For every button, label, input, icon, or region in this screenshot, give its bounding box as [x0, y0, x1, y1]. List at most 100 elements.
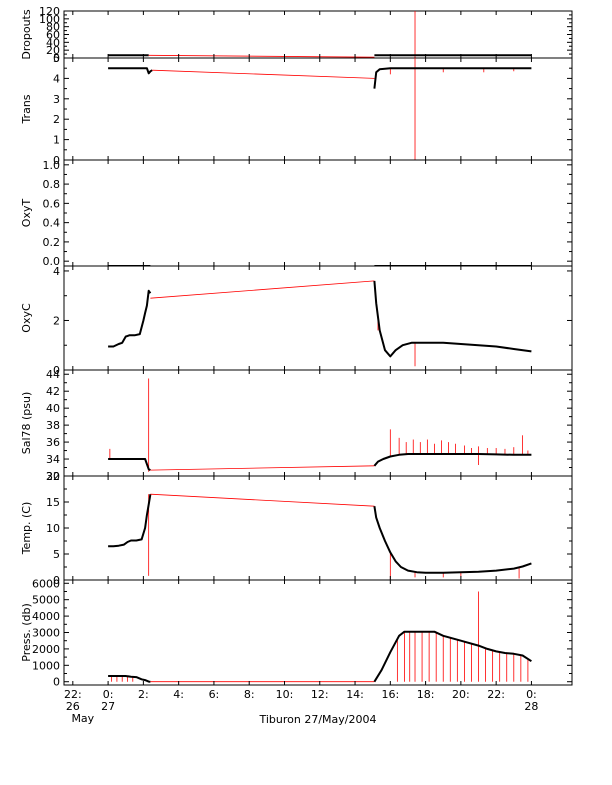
y-tick-label: 4 [53, 265, 60, 278]
y-tick-label: 40 [46, 402, 60, 415]
x-tick-label: 22: [487, 688, 505, 701]
data-series [148, 54, 375, 58]
panel-frame [63, 475, 573, 581]
panel-frame [63, 369, 573, 477]
data-series [150, 280, 375, 299]
y-tick-label: 4000 [32, 610, 60, 623]
data-series [108, 458, 151, 471]
panel-2: 0 1 2 3 4 5 Trans [20, 52, 573, 167]
x-tick-label: 16: [381, 688, 399, 701]
panel-frame [63, 159, 573, 267]
y-axis-label: OxyT [20, 199, 33, 228]
x-tick-label: 0: [526, 688, 537, 701]
y-axis-label: OxyC [20, 303, 33, 333]
y-tick-label: 0 [53, 676, 60, 689]
y-tick-label: 32 [46, 470, 60, 483]
y-tick-label: 0.2 [43, 236, 61, 249]
footer-label: Tiburon 27/May/2004 [258, 713, 376, 726]
x-tick-month: May [71, 712, 94, 725]
y-tick-label: 100 [39, 13, 60, 26]
data-series [373, 630, 532, 683]
panel-7: 0 1000 2000 3000 4000 5000 6000 Press. (db) [20, 577, 573, 689]
y-axis-label: Temp. (C) [20, 502, 33, 556]
data-series [150, 493, 375, 507]
panel-data [108, 280, 532, 367]
x-tick-label: 8: [244, 688, 255, 701]
y-axis-label: Dropouts [20, 9, 33, 59]
y-axis-label: Press. (db) [20, 603, 33, 662]
y-axis-label: Trans [20, 94, 33, 124]
y-tick-label: 44 [46, 368, 60, 381]
data-series [108, 289, 152, 348]
y-tick-label: 3000 [32, 627, 60, 640]
x-tick-label: 6: [209, 688, 220, 701]
y-tick-label: 5 [53, 52, 60, 65]
data-series [152, 69, 375, 79]
y-tick-label: 0.8 [43, 178, 61, 191]
panel-frame [63, 579, 573, 686]
panel-data [108, 11, 532, 58]
y-tick-label: 0.6 [43, 197, 61, 210]
x-tick-sublabel: 27 [101, 700, 115, 713]
x-tick-label: 20: [452, 688, 470, 701]
y-tick-label: 0.4 [43, 217, 61, 230]
x-tick-label: 0: [103, 688, 114, 701]
panel-data [108, 591, 532, 683]
panel-3: 0.0 0.2 0.4 0.6 0.8 1.0 OxyT [20, 159, 573, 268]
data-series [373, 453, 532, 467]
data-series [373, 506, 532, 574]
y-tick-label: 60 [46, 29, 60, 42]
y-axis-label: Sal78 (psu) [20, 392, 33, 455]
y-tick-label: 15 [46, 496, 60, 509]
y-tick-label: 0 [53, 154, 60, 167]
y-tick-label: 36 [46, 436, 60, 449]
y-tick-label: 5000 [32, 594, 60, 607]
y-tick-label: 20 [46, 44, 60, 57]
y-tick-label: 5 [53, 548, 60, 561]
y-tick-label: 0 [53, 574, 60, 587]
y-tick-label: 2 [53, 113, 60, 126]
x-tick-label: 14: [346, 688, 364, 701]
data-series [373, 280, 532, 358]
panel-frame [63, 57, 573, 161]
y-tick-label: 40 [46, 36, 60, 49]
x-tick-label: 12: [311, 688, 329, 701]
panel-data [108, 58, 532, 160]
x-tick-sublabel: 28 [524, 700, 538, 713]
y-tick-label: 0 [53, 52, 60, 65]
y-tick-label: 2 [53, 314, 60, 327]
y-tick-label: 2000 [32, 643, 60, 656]
chart-panels: 020406080100120Dropouts012345Trans0.00.2… [20, 5, 573, 689]
panel-frame [63, 265, 573, 371]
panel-data [108, 493, 532, 580]
panel-4: 0 2 4 OxyC [20, 265, 573, 377]
y-tick-label: 42 [46, 385, 60, 398]
y-tick-label: 0.0 [43, 255, 61, 268]
x-tick-label: 4: [173, 688, 184, 701]
x-tick-label: 22: [64, 688, 82, 701]
y-tick-label: 38 [46, 419, 60, 432]
x-tick-label: 10: [276, 688, 294, 701]
y-tick-label: 6000 [32, 577, 60, 590]
panel-5: 32 34 36 38 40 42 44 Sal78 (psu) [20, 368, 573, 483]
y-tick-label: 3 [53, 93, 60, 106]
data-series [150, 465, 375, 471]
y-tick-label: 1.0 [43, 159, 61, 172]
data-series [108, 675, 151, 683]
y-tick-label: 0 [53, 364, 60, 377]
data-series [108, 67, 153, 75]
panel-6: 0 5 10 15 20 Temp. (C) [20, 470, 573, 587]
panel-data [108, 378, 532, 472]
y-tick-label: 80 [46, 21, 60, 34]
y-tick-label: 1000 [32, 659, 60, 672]
y-tick-label: 34 [46, 453, 60, 466]
data-series [108, 494, 152, 548]
x-tick-sublabel: 26 [66, 700, 80, 713]
panel-frame [63, 10, 573, 59]
y-tick-label: 10 [46, 522, 60, 535]
x-tick-label: 18: [417, 688, 435, 701]
y-tick-label: 20 [46, 470, 60, 483]
